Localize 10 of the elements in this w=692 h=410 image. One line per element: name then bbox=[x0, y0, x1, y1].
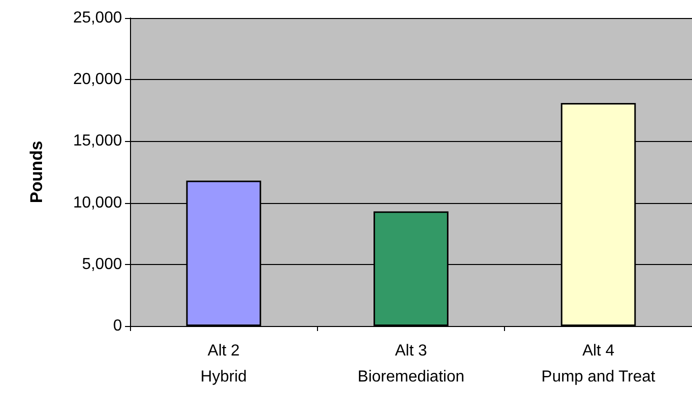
x-tick-label: Alt 4 Pump and Treat bbox=[541, 342, 656, 386]
y-tick-label: 0 bbox=[113, 318, 122, 334]
x-tick-label: Alt 3 Bioremediation bbox=[358, 342, 464, 386]
y-tick-label: 10,000 bbox=[73, 194, 122, 212]
y-tick-label: 25,000 bbox=[73, 10, 122, 26]
y-tick-label: 5,000 bbox=[82, 256, 122, 273]
y-tick-label: 15,000 bbox=[73, 132, 122, 150]
y-tick-label: 20,000 bbox=[73, 71, 122, 88]
y-axis-title: Pounds bbox=[27, 140, 46, 204]
x-tick-label: Alt 2 Hybrid bbox=[200, 342, 247, 386]
